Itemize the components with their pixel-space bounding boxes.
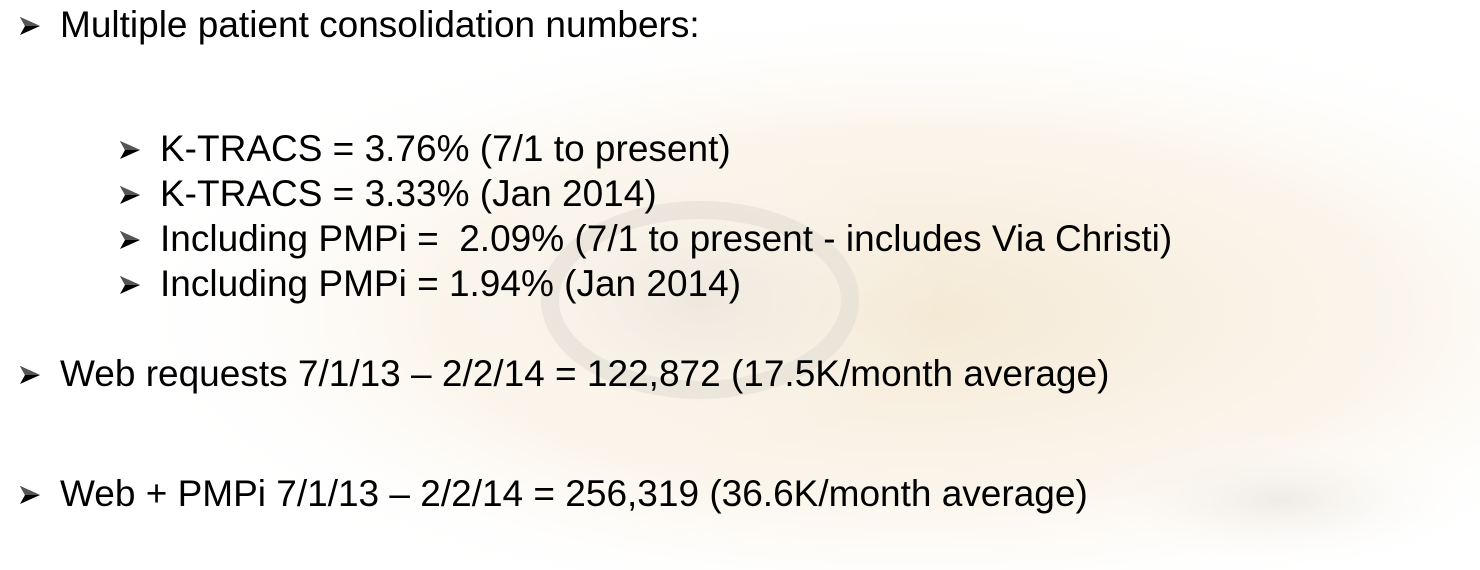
bullet-arrow [18,14,42,38]
bullet-arrow [118,138,142,162]
sub-bullet-text: K-TRACS = 3.76% (7/1 to present) [160,127,731,171]
bullet-arrow [118,228,142,252]
bullet-text: Web requests 7/1/13 – 2/2/14 = 122,872 (… [60,352,1109,396]
bullet-text: Web + PMPi 7/1/13 – 2/2/14 = 256,319 (36… [60,472,1088,516]
bullet-arrow [18,363,42,387]
sub-bullet-text: Including PMPi = 1.94% (Jan 2014) [160,262,741,306]
bullet-arrow [118,183,142,207]
sub-bullet-text: K-TRACS = 3.33% (Jan 2014) [160,172,657,216]
slide: Multiple patient consolidation numbers: … [0,0,1480,570]
bullet-arrow [118,273,142,297]
sub-bullet-text: Including PMPi = 2.09% (7/1 to present -… [160,217,1172,261]
bullet-arrow [18,483,42,507]
bullet-text: Multiple patient consolidation numbers: [60,3,700,47]
